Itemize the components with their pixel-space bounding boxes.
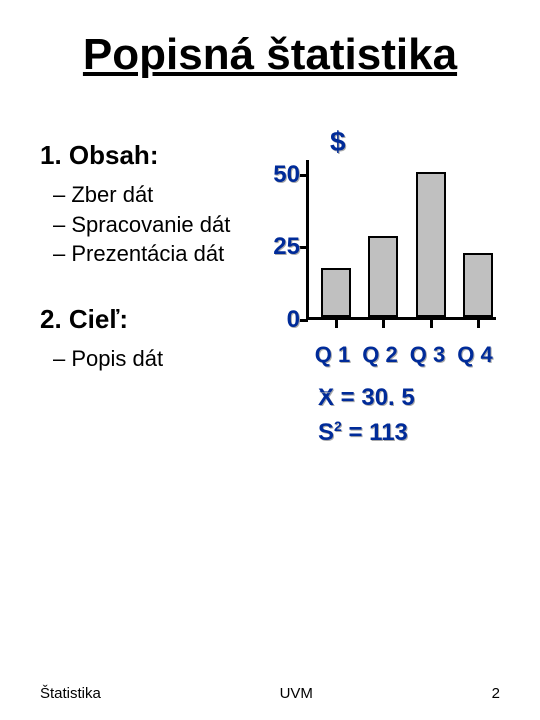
chart-bar: [368, 236, 398, 317]
section1-item: Spracovanie dát: [68, 211, 240, 239]
chart-y-tick-label: 25: [264, 233, 300, 261]
left-column: 1. Obsah: Zber dát Spracovanie dát Preze…: [40, 140, 240, 447]
chart-y-tick-label: 0: [264, 306, 300, 334]
chart-x-tick: [335, 318, 338, 328]
stat-var-suffix: = 113: [342, 419, 408, 446]
chart-y-tick-label: 50: [264, 161, 300, 189]
chart-category-row: Q 1 Q 2 Q 3 Q 4: [260, 342, 500, 372]
section2-heading: 2. Cieľ:: [40, 304, 240, 335]
footer-left: Štatistika: [40, 685, 101, 702]
footer-page-number: 2: [492, 685, 500, 702]
footer-center: UVM: [101, 685, 492, 702]
stats-block: _X = 30. 5 S2 = 113: [260, 384, 500, 447]
chart-category-label: Q 4: [457, 342, 492, 368]
chart-x-tick: [382, 318, 385, 328]
stat-var-prefix: S: [318, 419, 334, 446]
chart-bar: [321, 268, 351, 317]
chart-category-label: Q 2: [362, 342, 397, 368]
stat-var-exp: 2: [334, 418, 342, 434]
stat-mean-text: X = 30. 5: [318, 384, 415, 411]
stat-mean: _X = 30. 5: [318, 384, 500, 412]
chart-category-label: Q 3: [410, 342, 445, 368]
slide-footer: Štatistika UVM 2: [40, 685, 500, 702]
section1-item: Prezentácia dát: [68, 240, 240, 268]
chart-bar: [463, 253, 493, 317]
page-title: Popisná štatistika: [40, 30, 500, 80]
chart-x-tick: [477, 318, 480, 328]
chart-category-label: Q 1: [315, 342, 350, 368]
stat-variance: S2 = 113: [318, 418, 500, 447]
chart-plot-area: [306, 160, 496, 320]
bar-chart: $ 02550: [260, 132, 500, 342]
right-column: $ 02550 Q 1Q 2Q 3Q 4 _X = 30. 5 S2 = 113: [260, 140, 500, 447]
chart-bar: [416, 172, 446, 317]
chart-y-title: $: [330, 126, 346, 158]
section1-heading: 1. Obsah:: [40, 140, 240, 171]
section1-item: Zber dát: [68, 181, 240, 209]
chart-x-tick: [430, 318, 433, 328]
chart-y-axis: [306, 160, 309, 320]
section2-item: Popis dát: [68, 345, 240, 373]
